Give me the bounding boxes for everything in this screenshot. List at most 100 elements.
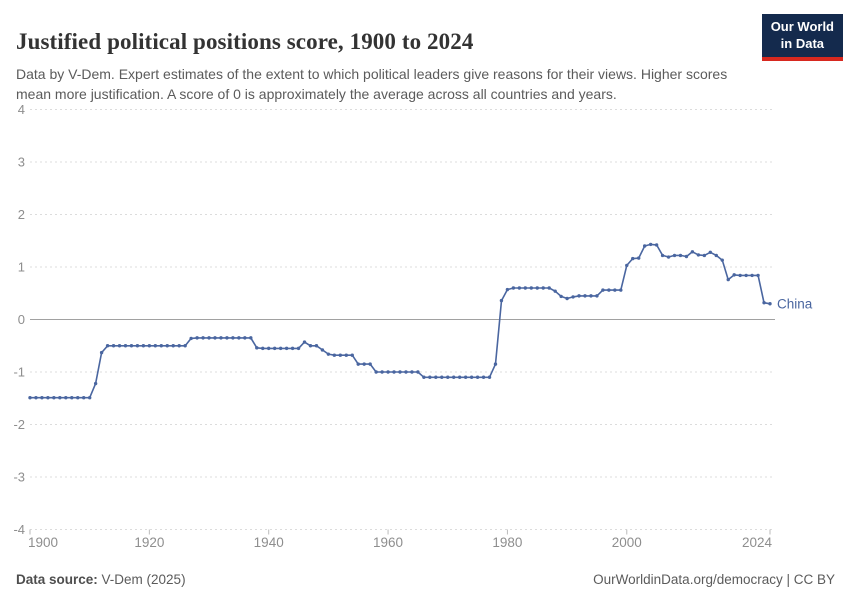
- data-point[interactable]: [601, 288, 605, 292]
- data-point[interactable]: [153, 344, 158, 348]
- data-point[interactable]: [165, 344, 169, 348]
- data-point[interactable]: [529, 286, 533, 290]
- data-point[interactable]: [457, 375, 462, 379]
- data-point[interactable]: [619, 288, 623, 292]
- data-point[interactable]: [159, 344, 163, 348]
- data-point[interactable]: [493, 362, 498, 366]
- data-point[interactable]: [410, 370, 414, 374]
- data-point[interactable]: [469, 375, 474, 379]
- data-point[interactable]: [565, 296, 569, 301]
- data-point[interactable]: [625, 263, 629, 268]
- data-point[interactable]: [93, 381, 98, 386]
- data-point[interactable]: [231, 336, 235, 340]
- data-point[interactable]: [249, 336, 253, 340]
- entity-label-china[interactable]: China: [777, 296, 813, 311]
- data-point[interactable]: [225, 336, 229, 340]
- data-point[interactable]: [684, 254, 689, 259]
- data-point[interactable]: [314, 344, 319, 348]
- data-point[interactable]: [637, 256, 641, 260]
- data-point[interactable]: [499, 298, 504, 303]
- data-point[interactable]: [332, 353, 337, 357]
- data-point[interactable]: [243, 336, 247, 340]
- data-point[interactable]: [123, 344, 128, 348]
- data-point[interactable]: [708, 250, 713, 254]
- data-point[interactable]: [350, 353, 354, 357]
- data-point[interactable]: [535, 286, 539, 290]
- data-point[interactable]: [189, 336, 193, 341]
- data-point[interactable]: [64, 396, 68, 400]
- data-point[interactable]: [446, 375, 450, 379]
- data-point[interactable]: [666, 255, 671, 259]
- data-point[interactable]: [135, 344, 140, 348]
- data-point[interactable]: [595, 294, 599, 298]
- data-point[interactable]: [517, 286, 522, 290]
- data-point[interactable]: [70, 396, 74, 400]
- data-point[interactable]: [302, 340, 307, 344]
- data-point[interactable]: [696, 253, 701, 257]
- data-point[interactable]: [553, 289, 557, 293]
- data-point[interactable]: [368, 362, 372, 366]
- data-point[interactable]: [261, 346, 265, 351]
- data-point[interactable]: [362, 362, 366, 366]
- data-point[interactable]: [105, 344, 110, 348]
- data-point[interactable]: [237, 336, 241, 340]
- data-point[interactable]: [672, 253, 677, 258]
- data-point[interactable]: [398, 370, 402, 374]
- data-point[interactable]: [219, 336, 223, 340]
- data-point[interactable]: [654, 243, 659, 247]
- data-point[interactable]: [326, 352, 331, 356]
- data-point[interactable]: [660, 253, 665, 258]
- data-point[interactable]: [28, 396, 32, 400]
- data-point[interactable]: [577, 294, 581, 298]
- data-point[interactable]: [648, 242, 653, 247]
- data-point[interactable]: [613, 288, 617, 292]
- data-point[interactable]: [99, 350, 104, 355]
- data-point[interactable]: [356, 362, 360, 366]
- data-point[interactable]: [52, 396, 56, 400]
- data-point[interactable]: [374, 370, 378, 374]
- data-point[interactable]: [87, 396, 92, 400]
- data-point[interactable]: [267, 346, 271, 351]
- data-point[interactable]: [58, 396, 62, 400]
- data-point[interactable]: [386, 370, 390, 374]
- data-point[interactable]: [308, 344, 313, 348]
- data-point[interactable]: [344, 353, 348, 357]
- data-point[interactable]: [571, 295, 575, 299]
- data-point[interactable]: [463, 375, 468, 379]
- data-point[interactable]: [117, 344, 122, 348]
- data-point[interactable]: [171, 344, 175, 348]
- data-point[interactable]: [40, 396, 44, 400]
- data-point[interactable]: [422, 375, 426, 379]
- data-point[interactable]: [195, 336, 199, 340]
- data-point[interactable]: [481, 375, 486, 379]
- data-point[interactable]: [76, 396, 80, 400]
- data-point[interactable]: [475, 375, 480, 379]
- data-point[interactable]: [278, 346, 283, 351]
- data-point[interactable]: [46, 396, 50, 400]
- data-point[interactable]: [702, 253, 707, 258]
- data-point[interactable]: [726, 277, 730, 282]
- data-point[interactable]: [213, 336, 217, 340]
- data-point[interactable]: [129, 344, 134, 348]
- data-point[interactable]: [272, 346, 277, 351]
- data-point[interactable]: [428, 375, 432, 379]
- data-point[interactable]: [338, 353, 343, 357]
- data-point[interactable]: [738, 273, 742, 278]
- data-point[interactable]: [583, 294, 587, 298]
- data-point[interactable]: [290, 346, 295, 351]
- data-point[interactable]: [416, 370, 420, 374]
- data-point[interactable]: [183, 344, 187, 348]
- data-point[interactable]: [452, 375, 456, 379]
- data-point[interactable]: [720, 258, 724, 262]
- data-point[interactable]: [511, 286, 516, 290]
- data-point[interactable]: [320, 348, 325, 352]
- data-point[interactable]: [34, 396, 38, 400]
- data-point[interactable]: [762, 301, 766, 305]
- data-point[interactable]: [141, 344, 146, 348]
- data-point[interactable]: [440, 375, 444, 379]
- data-point[interactable]: [201, 336, 205, 340]
- data-point[interactable]: [111, 344, 116, 348]
- data-point[interactable]: [147, 344, 152, 348]
- data-point[interactable]: [750, 273, 754, 278]
- data-point[interactable]: [82, 396, 86, 400]
